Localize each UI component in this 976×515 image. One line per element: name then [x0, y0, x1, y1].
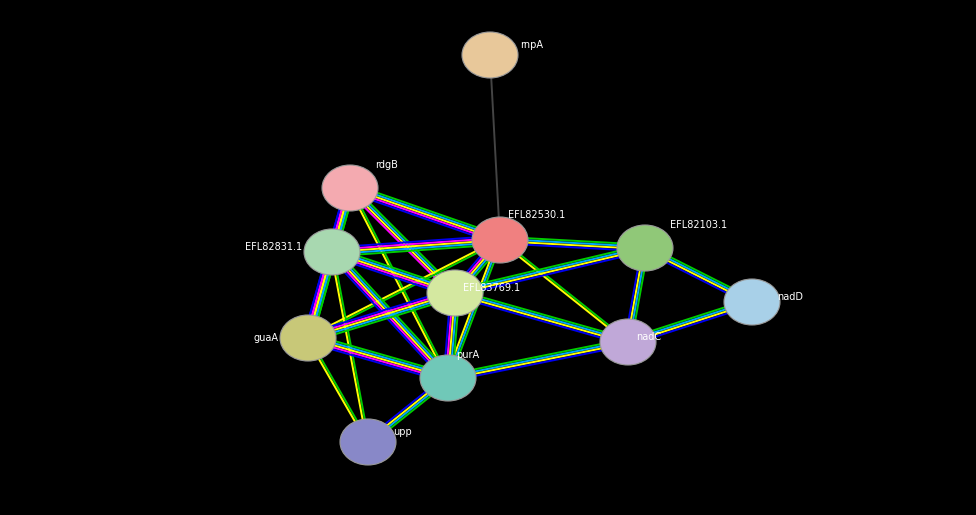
- Ellipse shape: [472, 217, 528, 263]
- Ellipse shape: [724, 279, 780, 325]
- Text: purA: purA: [456, 350, 479, 360]
- Ellipse shape: [420, 355, 476, 401]
- Ellipse shape: [340, 419, 396, 465]
- Text: nadD: nadD: [777, 292, 803, 302]
- Text: guaA: guaA: [253, 333, 278, 343]
- Text: EFL82103.1: EFL82103.1: [670, 220, 727, 230]
- Ellipse shape: [322, 165, 378, 211]
- Ellipse shape: [304, 229, 360, 275]
- Text: rnpA: rnpA: [520, 40, 543, 50]
- Ellipse shape: [462, 32, 518, 78]
- Ellipse shape: [280, 315, 336, 361]
- Text: rdgB: rdgB: [375, 160, 398, 170]
- Text: nadC: nadC: [636, 332, 661, 342]
- Ellipse shape: [617, 225, 673, 271]
- Ellipse shape: [427, 270, 483, 316]
- Text: EFL82530.1: EFL82530.1: [508, 210, 565, 220]
- Text: EFL82831.1: EFL82831.1: [245, 242, 302, 252]
- Ellipse shape: [600, 319, 656, 365]
- Text: upp: upp: [393, 427, 412, 437]
- Text: EFL83769.1: EFL83769.1: [463, 283, 520, 293]
